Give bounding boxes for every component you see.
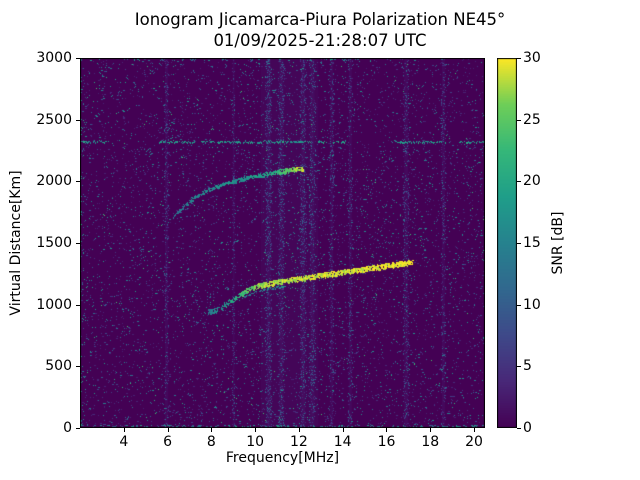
chart-title: Ionogram Jicamarca-Piura Polarization NE… [134,10,506,29]
x-tick-label: 14 [333,434,352,450]
colorbar-tick-label: 30 [523,50,541,66]
x-tick-mark [386,428,388,432]
y-tick-mark [76,181,80,183]
x-tick-label: 10 [246,434,265,450]
y-tick-mark [76,119,80,121]
chart-subtitle: 01/09/2025-21:28:07 UTC [213,31,427,50]
x-tick-label: 16 [377,434,396,450]
x-tick-label: 4 [119,434,129,450]
y-tick-label: 500 [45,358,72,375]
colorbar-tick-mark [517,243,521,244]
colorbar-tick-mark [517,119,521,121]
y-tick-label: 1500 [36,235,72,251]
y-tick-label: 3000 [36,50,72,66]
colorbar-tick-mark [517,366,521,368]
x-tick-label: 18 [421,434,440,450]
y-tick-mark [76,58,80,59]
y-tick-label: 0 [63,420,72,436]
x-tick-mark [211,428,213,432]
y-tick-mark [76,243,80,244]
colorbar-tick-label: 0 [523,420,532,436]
x-tick-mark [298,428,300,432]
x-tick-label: 20 [465,434,483,450]
x-tick-mark [255,428,257,432]
y-tick-mark [76,428,80,429]
y-tick-mark [76,366,80,368]
x-tick-label: 12 [289,434,308,450]
colorbar-label: SNR [dB] [550,211,566,275]
colorbar-tick-mark [517,304,521,306]
y-axis-label: Virtual Distance[Km] [8,170,24,316]
x-tick-mark [430,428,432,432]
y-tick-mark [76,304,80,306]
colorbar-tick-mark [517,428,521,429]
y-tick-label: 2500 [36,111,72,128]
x-tick-mark [342,428,344,432]
colorbar-tick-label: 25 [523,111,541,128]
colorbar-tick-label: 10 [523,296,541,313]
colorbar-tick-mark [517,181,521,183]
ionogram-heatmap [80,58,485,428]
x-tick-mark [474,428,476,432]
x-tick-mark [167,428,169,432]
x-axis-label: Frequency[MHz] [225,450,340,466]
colorbar-tick-label: 20 [523,173,541,190]
x-tick-label: 8 [206,434,216,450]
colorbar-tick-label: 15 [523,235,541,251]
x-tick-label: 6 [163,434,173,450]
colorbar-tick-label: 5 [523,358,532,375]
x-tick-mark [123,428,125,432]
y-tick-label: 1000 [36,296,72,313]
colorbar [497,58,517,428]
y-tick-label: 2000 [36,173,72,190]
colorbar-tick-mark [517,58,521,59]
